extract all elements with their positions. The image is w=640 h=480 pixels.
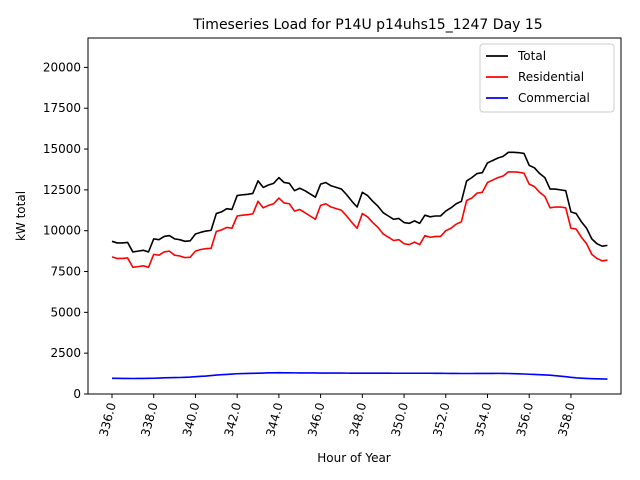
series-line-commercial <box>111 371 608 380</box>
x-axis-label: Hour of Year <box>317 451 391 465</box>
y-tick-label: 0 <box>73 387 81 401</box>
legend-box <box>479 43 615 113</box>
legend-label-total: Total <box>517 49 546 63</box>
y-tick-label: 5000 <box>50 305 81 319</box>
y-tick-label: 12500 <box>43 183 81 197</box>
axes-frame <box>87 37 622 395</box>
series-line-total <box>111 151 608 253</box>
y-tick-label: 7500 <box>50 265 81 279</box>
legend: Total Residential Commercial <box>479 43 615 113</box>
y-tick-label: 20000 <box>43 60 81 74</box>
series-lines <box>111 151 608 380</box>
y-tick-label: 2500 <box>50 346 81 360</box>
y-tick-label: 10000 <box>43 224 81 238</box>
y-axis-ticks: 0 2500 5000 7500 10000 12500 15000 17500 20000 <box>43 60 88 401</box>
chart-title: Timeseries Load for P14U p14uhs15_1247 D… <box>192 17 542 33</box>
legend-label-residential: Residential <box>518 70 584 84</box>
y-tick-label: 17500 <box>43 101 81 115</box>
y-axis-label: kW total <box>14 191 28 241</box>
legend-label-commercial: Commercial <box>518 91 590 105</box>
y-tick-label: 15000 <box>43 142 81 156</box>
series-line-residential <box>111 171 608 269</box>
